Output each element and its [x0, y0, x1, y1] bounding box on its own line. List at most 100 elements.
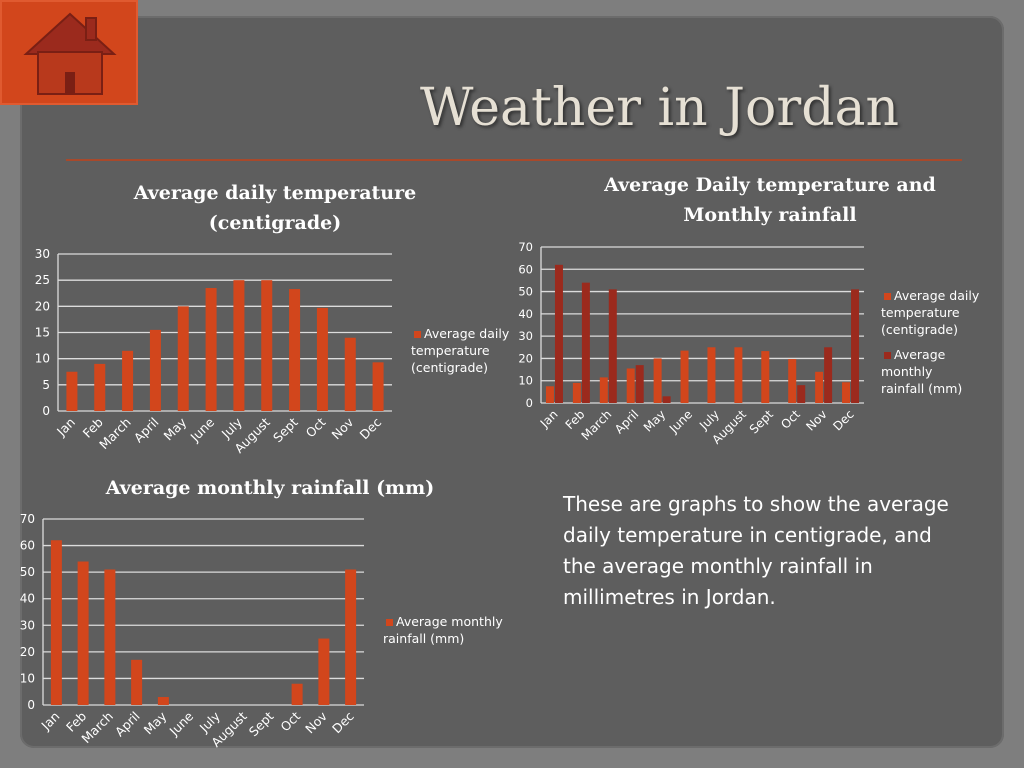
- chart-1-x-tick-label: April: [131, 415, 162, 446]
- chart-3-bar: [318, 638, 330, 705]
- chart-2-legend-label: rainfall (mm): [881, 381, 962, 396]
- chart-1-bar: [94, 363, 106, 411]
- chart-2-x-tick-label: Jan: [537, 407, 561, 431]
- chart-1-bar: [233, 280, 245, 411]
- home-button[interactable]: [0, 0, 138, 105]
- chart-2-legend-label: temperature: [881, 305, 960, 320]
- chart-1-legend-label: Average daily: [424, 326, 510, 341]
- chart-2-legend-label: Average daily: [894, 288, 980, 303]
- chart-2-bar: [581, 282, 590, 403]
- chart-1-bar: [205, 288, 217, 411]
- chart-1-title: Average daily temperature (centigrade): [133, 182, 417, 234]
- chart-1-bar: [344, 337, 356, 411]
- chart-1-y-tick-label: 20: [35, 299, 50, 313]
- chart-2-bar: [626, 368, 635, 403]
- chart-3-y-tick-label: 40: [20, 592, 35, 606]
- chart-3-y-tick-label: 60: [20, 539, 35, 553]
- chart-3-x-tick-label: Oct: [277, 708, 303, 734]
- chart-2-bar: [554, 264, 563, 403]
- chart-2-bar: [599, 377, 608, 403]
- chart-2-y-tick-label: 40: [518, 307, 533, 321]
- chart-2-y-tick-label: 60: [518, 262, 533, 276]
- chart-2-bar: [815, 371, 824, 403]
- chart-2-bar: [662, 396, 671, 403]
- chart-3-y-tick-label: 20: [20, 645, 35, 659]
- chart-1-y-tick-label: 5: [42, 378, 50, 392]
- chart-2-bar: [761, 351, 770, 403]
- chart-1-y-tick-label: 15: [35, 326, 50, 340]
- chart-1-x-tick-label: Jan: [53, 415, 78, 440]
- chart-3-x-tick-label: Sept: [246, 708, 277, 739]
- chart-3-bar: [291, 683, 303, 705]
- chart-2-bar: [572, 382, 581, 403]
- chart-1-y-tick-label: 30: [35, 247, 50, 261]
- house-icon: [23, 12, 117, 95]
- chart-3-y-tick-label: 0: [27, 698, 35, 712]
- chart-1-x-tick-label: Dec: [356, 414, 384, 442]
- chart-2-x-tick-label: Sept: [747, 407, 776, 436]
- chart-1-x-tick-label: June: [187, 414, 218, 445]
- chart-2-bar: [635, 365, 644, 403]
- chart-3-legend-label: Average monthly: [396, 614, 503, 629]
- chart-3-y-tick-label: 30: [20, 618, 35, 632]
- chart-2-x-tick-label: Nov: [803, 407, 829, 433]
- chart-1-bar: [261, 280, 273, 411]
- chart-1-bar: [316, 307, 328, 411]
- chart-3-x-tick-label: April: [112, 709, 143, 740]
- chart-1-legend-swatch: [414, 331, 421, 338]
- chart-2-x-tick-label: Dec: [830, 407, 856, 433]
- chart-1-bar: [122, 350, 134, 411]
- chart-3-title: Average monthly rainfall (mm): [105, 477, 435, 499]
- chart-1-bar: [372, 362, 384, 411]
- chart-3-legend-swatch: [386, 619, 393, 626]
- chart-2-x-tick-label: June: [666, 407, 695, 436]
- chart-2-bar: [680, 350, 689, 403]
- chart-1-legend-label: temperature: [411, 343, 490, 358]
- chart-1-x-tick-label: Nov: [329, 414, 357, 442]
- chart-3-x-tick-label: Nov: [302, 708, 330, 736]
- chart-2-x-tick-label: April: [612, 407, 641, 436]
- chart-2-bar: [824, 347, 833, 403]
- chart-2-bar: [797, 385, 806, 403]
- chart-2-bar: [653, 358, 662, 403]
- chart-2-title: Average Daily temperature and Monthly ra…: [604, 174, 936, 226]
- chart-3-bar: [77, 561, 89, 705]
- chart-2-x-tick-label: May: [641, 407, 668, 434]
- chart-3-bar: [131, 659, 143, 705]
- chart-3-y-tick-label: 50: [20, 565, 35, 579]
- chart-2-y-tick-label: 20: [518, 351, 533, 365]
- chart-3-x-tick-label: Dec: [329, 708, 357, 736]
- chart-3-bar: [50, 540, 62, 705]
- chart-2-legend-label: (centigrade): [881, 322, 958, 337]
- chart-2-legend-label: Average: [894, 347, 946, 362]
- chart-2-y-tick-label: 30: [518, 329, 533, 343]
- chart-2-x-tick-label: Oct: [778, 407, 803, 432]
- chart-2-bar: [842, 382, 851, 403]
- chart-3-y-tick-label: 10: [20, 671, 35, 685]
- chart-3-bar: [345, 569, 357, 705]
- chart-2-bar: [545, 386, 554, 403]
- chart-1-bar: [289, 289, 301, 411]
- title-divider: [66, 159, 962, 161]
- chart-1-bar: [149, 329, 161, 411]
- chart-2-bar: [608, 289, 617, 403]
- chart-1-legend-label: (centigrade): [411, 360, 488, 375]
- chart-2-bar: [788, 359, 797, 403]
- chart-1-x-tick-label: May: [160, 414, 189, 443]
- chart-2-legend-swatch: [884, 293, 891, 300]
- chart-1-x-tick-label: Sept: [270, 414, 301, 445]
- chart-3-bar: [157, 697, 169, 705]
- chart-3-x-tick-label: Jan: [38, 709, 63, 734]
- chart-3-bar: [104, 569, 116, 705]
- chart-1-y-tick-label: 0: [42, 404, 50, 418]
- chart-3-legend-label: rainfall (mm): [383, 631, 464, 646]
- chart-2-bar: [707, 347, 716, 403]
- chart-2-bar: [734, 347, 743, 403]
- chart-2-y-tick-label: 0: [526, 396, 533, 410]
- chart-1-y-tick-label: 25: [35, 273, 50, 287]
- chart-2-x-tick-label: March: [579, 407, 615, 443]
- chart-3-x-tick-label: May: [141, 708, 170, 737]
- chart-2-y-tick-label: 70: [518, 240, 533, 254]
- chart-1-y-tick-label: 10: [35, 352, 50, 366]
